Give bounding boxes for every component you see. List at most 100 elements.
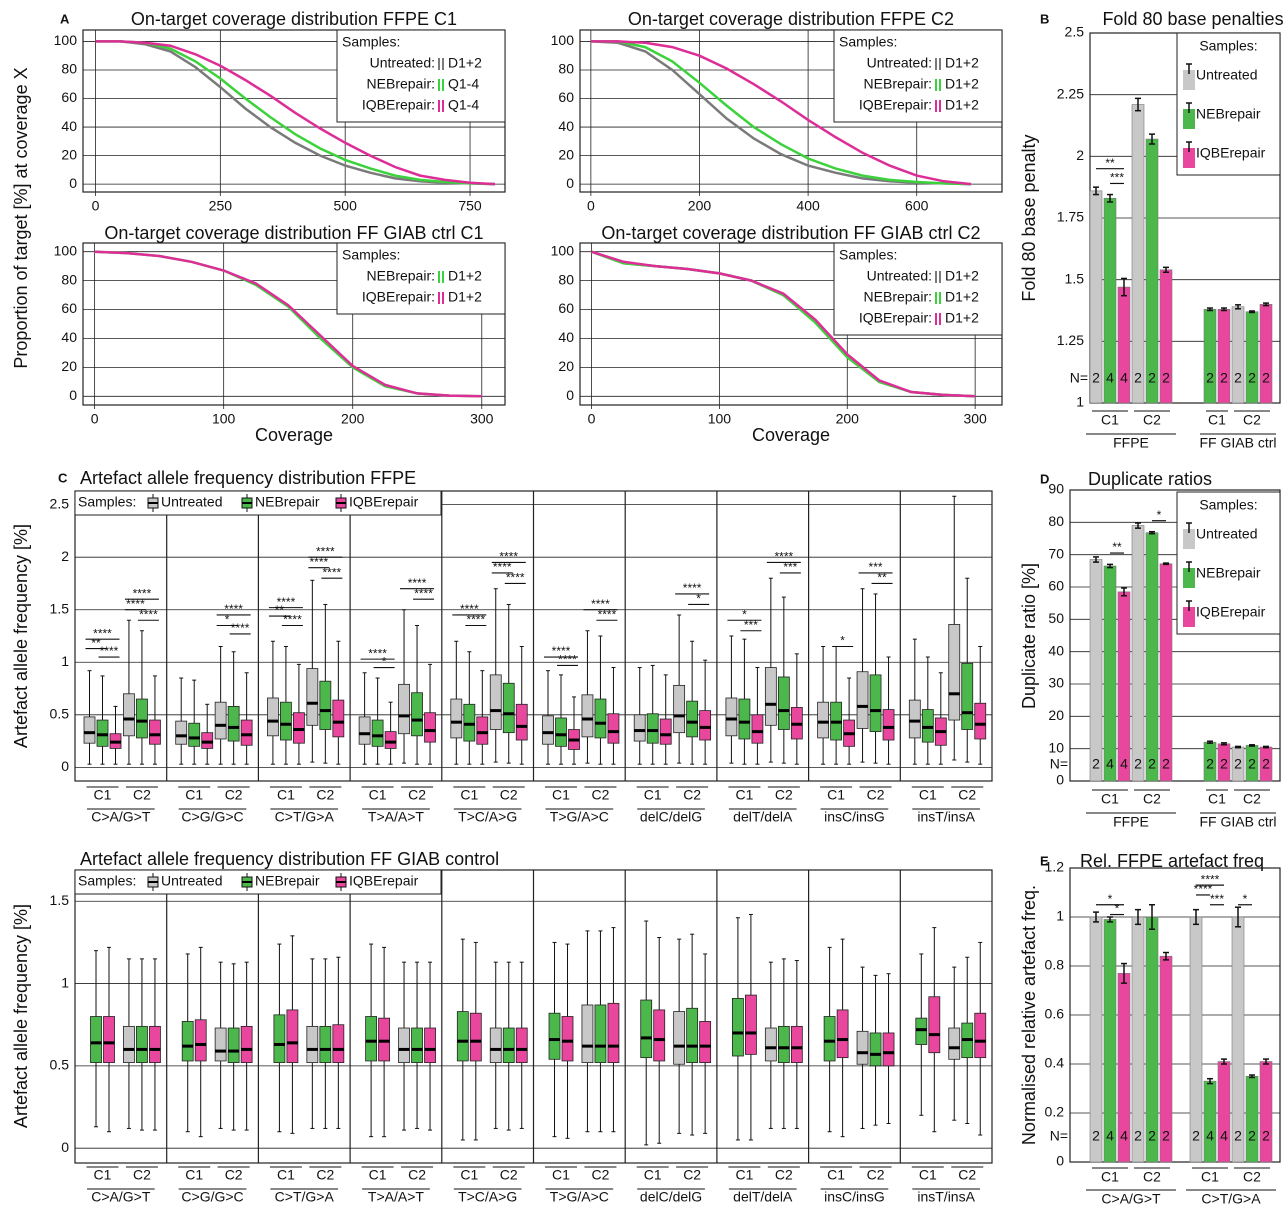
legend-replicates: D1+2 — [945, 55, 979, 71]
box — [188, 722, 201, 747]
y-tick-label: 20 — [61, 358, 77, 374]
y-tick-label: 0.6 — [1045, 1006, 1065, 1022]
box — [90, 1016, 102, 1063]
legend-label: NEBrepair: — [367, 76, 435, 92]
box — [607, 1002, 620, 1063]
box — [764, 667, 777, 726]
y-axis-label: Artefact allele frequency [%] — [11, 524, 31, 748]
x-tick-label: 100 — [708, 411, 732, 427]
y-tick-label: 30 — [1048, 675, 1064, 691]
legend-swatch — [1183, 529, 1195, 549]
significance-label: ** — [275, 603, 285, 617]
significance-label: **** — [591, 597, 610, 611]
y-tick-label: 2 — [1076, 147, 1084, 163]
bar — [1259, 1061, 1273, 1163]
y-tick-label: 80 — [558, 271, 574, 287]
box — [659, 718, 672, 745]
legend-box — [833, 29, 1003, 123]
subgroup-label: C1 — [827, 787, 845, 803]
significance-label: * — [696, 592, 701, 606]
x-tick-label: 0 — [587, 198, 595, 214]
subgroup-label: C2 — [867, 1167, 885, 1183]
legend-label: NEBrepair — [1196, 106, 1261, 122]
group-label: T>A/A>T — [368, 809, 424, 825]
n-count: 2 — [1220, 756, 1228, 772]
bar — [1217, 308, 1231, 404]
box — [607, 713, 620, 744]
significance-label: * — [225, 613, 230, 627]
significance-label: **** — [133, 586, 152, 600]
group-label: C>T/G>A — [275, 809, 335, 825]
subgroup-label: C2 — [1243, 1169, 1261, 1185]
box — [836, 1009, 849, 1059]
subgroup-label: C1 — [552, 1167, 570, 1183]
n-count: 2 — [1234, 756, 1242, 772]
legend-replicates: D1+2 — [448, 55, 482, 71]
box — [921, 709, 934, 743]
chart-title: Rel. FFPE artefact freq — [1080, 851, 1264, 871]
significance-label: * — [742, 607, 747, 621]
subgroup-label: C2 — [500, 787, 518, 803]
n-count: 2 — [1092, 1128, 1100, 1144]
x-tick-label: 200 — [836, 411, 860, 427]
box — [974, 1012, 987, 1059]
box — [96, 719, 109, 747]
n-count: 2 — [1148, 1128, 1156, 1144]
legend-box — [336, 29, 506, 123]
group-label: delC/delG — [640, 809, 702, 825]
y-axis-label: Fold 80 base penalty — [1019, 134, 1039, 301]
legend-label: Untreated — [161, 494, 222, 510]
bar — [1145, 138, 1159, 404]
bar — [1089, 916, 1103, 1163]
group-label: FF GIAB ctrl — [1200, 814, 1277, 830]
box — [358, 716, 371, 745]
n-count: 4 — [1120, 1128, 1128, 1144]
series-line — [591, 250, 976, 398]
box — [928, 996, 941, 1054]
box — [817, 701, 830, 739]
subgroup-label: C2 — [500, 1167, 518, 1183]
x-tick-label: 250 — [209, 198, 233, 214]
y-tick-label: 0.4 — [1045, 1055, 1065, 1071]
significance-label: ** — [1112, 540, 1122, 554]
y-tick-label: 40 — [1048, 642, 1064, 658]
box — [594, 698, 607, 739]
legend-replicates: D1+2 — [945, 76, 979, 92]
n-count: 2 — [1148, 370, 1156, 386]
y-tick-label: 0 — [1056, 772, 1064, 788]
chart-title: Duplicate ratios — [1088, 469, 1212, 489]
legend-replicates: D1+2 — [945, 310, 979, 326]
n-count: 2 — [1248, 1128, 1256, 1144]
y-tick-label: 2.5 — [50, 495, 70, 511]
box — [725, 697, 738, 737]
n-count: 2 — [1092, 370, 1100, 386]
group-label: delC/delG — [640, 1189, 702, 1205]
legend-replicates: Q1-4 — [448, 76, 479, 92]
box — [948, 624, 961, 721]
n-count: 2 — [1248, 756, 1256, 772]
y-tick-label: 0 — [61, 758, 69, 774]
subgroup-label: C1 — [369, 787, 387, 803]
group-label: C>T/G>A — [275, 1189, 335, 1205]
y-tick-label: 0.5 — [50, 1057, 70, 1073]
x-tick-label: 0 — [588, 411, 596, 427]
y-tick-label: 1.25 — [1057, 332, 1084, 348]
y-tick-label: 40 — [61, 329, 77, 345]
legend-title: Samples: — [78, 494, 136, 510]
y-tick-label: 0 — [566, 175, 574, 191]
box — [319, 1025, 332, 1063]
legend-replicates: Q1-4 — [448, 97, 479, 113]
legend-title: Samples: — [839, 34, 897, 50]
legend-swatch — [1183, 568, 1195, 588]
box — [398, 1027, 410, 1063]
n-count: 2 — [1206, 756, 1214, 772]
y-tick-label: 0 — [566, 387, 574, 403]
legend-label: NEBrepair: — [864, 289, 932, 305]
y-tick-label: 0 — [69, 387, 77, 403]
subgroup-label: C1 — [1101, 1169, 1119, 1185]
box — [502, 682, 515, 734]
panel-letter: A — [60, 11, 70, 26]
box — [882, 1032, 895, 1067]
box — [103, 1016, 115, 1063]
panel-letter: B — [1040, 11, 1049, 26]
